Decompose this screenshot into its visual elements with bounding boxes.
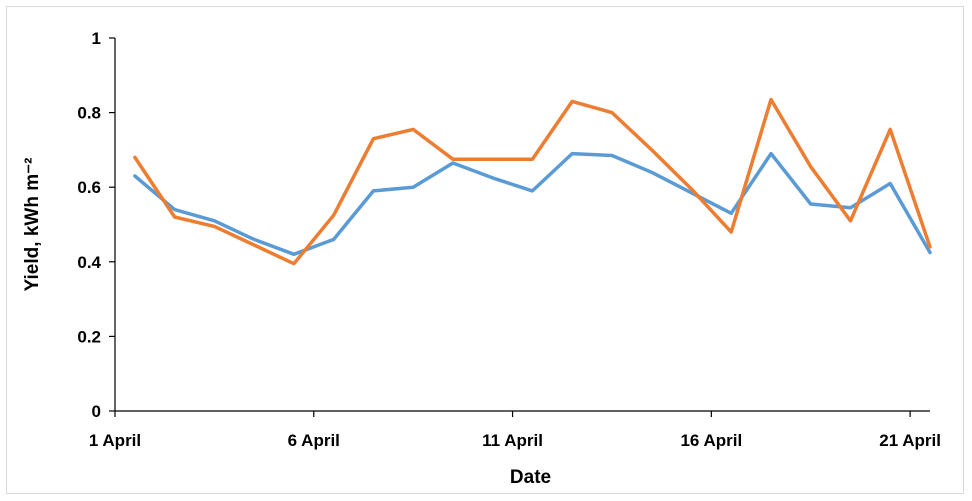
y-tick-label: 0.2 bbox=[77, 327, 101, 346]
y-tick-label: 0.8 bbox=[77, 104, 101, 123]
series-line-2 bbox=[133, 97, 932, 266]
x-tick-label: 16 April bbox=[680, 431, 742, 450]
axes bbox=[114, 38, 930, 412]
y-ticks: 0 0.2 0.4 0.6 0.8 1 bbox=[77, 29, 115, 421]
x-tick-label: 21 April bbox=[879, 431, 941, 450]
y-tick-label: 0.4 bbox=[77, 253, 101, 272]
y-tick-label: 1 bbox=[92, 29, 101, 48]
chart-frame bbox=[6, 6, 964, 494]
x-axis-title: Date bbox=[510, 467, 551, 488]
y-tick-label: 0 bbox=[92, 402, 101, 421]
x-ticks: 1 April 6 April 11 April 16 April 21 April bbox=[89, 411, 941, 450]
y-tick-label: 0.6 bbox=[77, 178, 101, 197]
x-tick-label: 11 April bbox=[482, 431, 543, 450]
x-tick-label: 1 April bbox=[89, 431, 141, 450]
series-line-1 bbox=[133, 151, 932, 257]
y-axis-title: Yield, kWh m⁻² bbox=[22, 158, 43, 292]
series-layer bbox=[133, 97, 932, 266]
x-tick-label: 6 April bbox=[288, 431, 340, 450]
